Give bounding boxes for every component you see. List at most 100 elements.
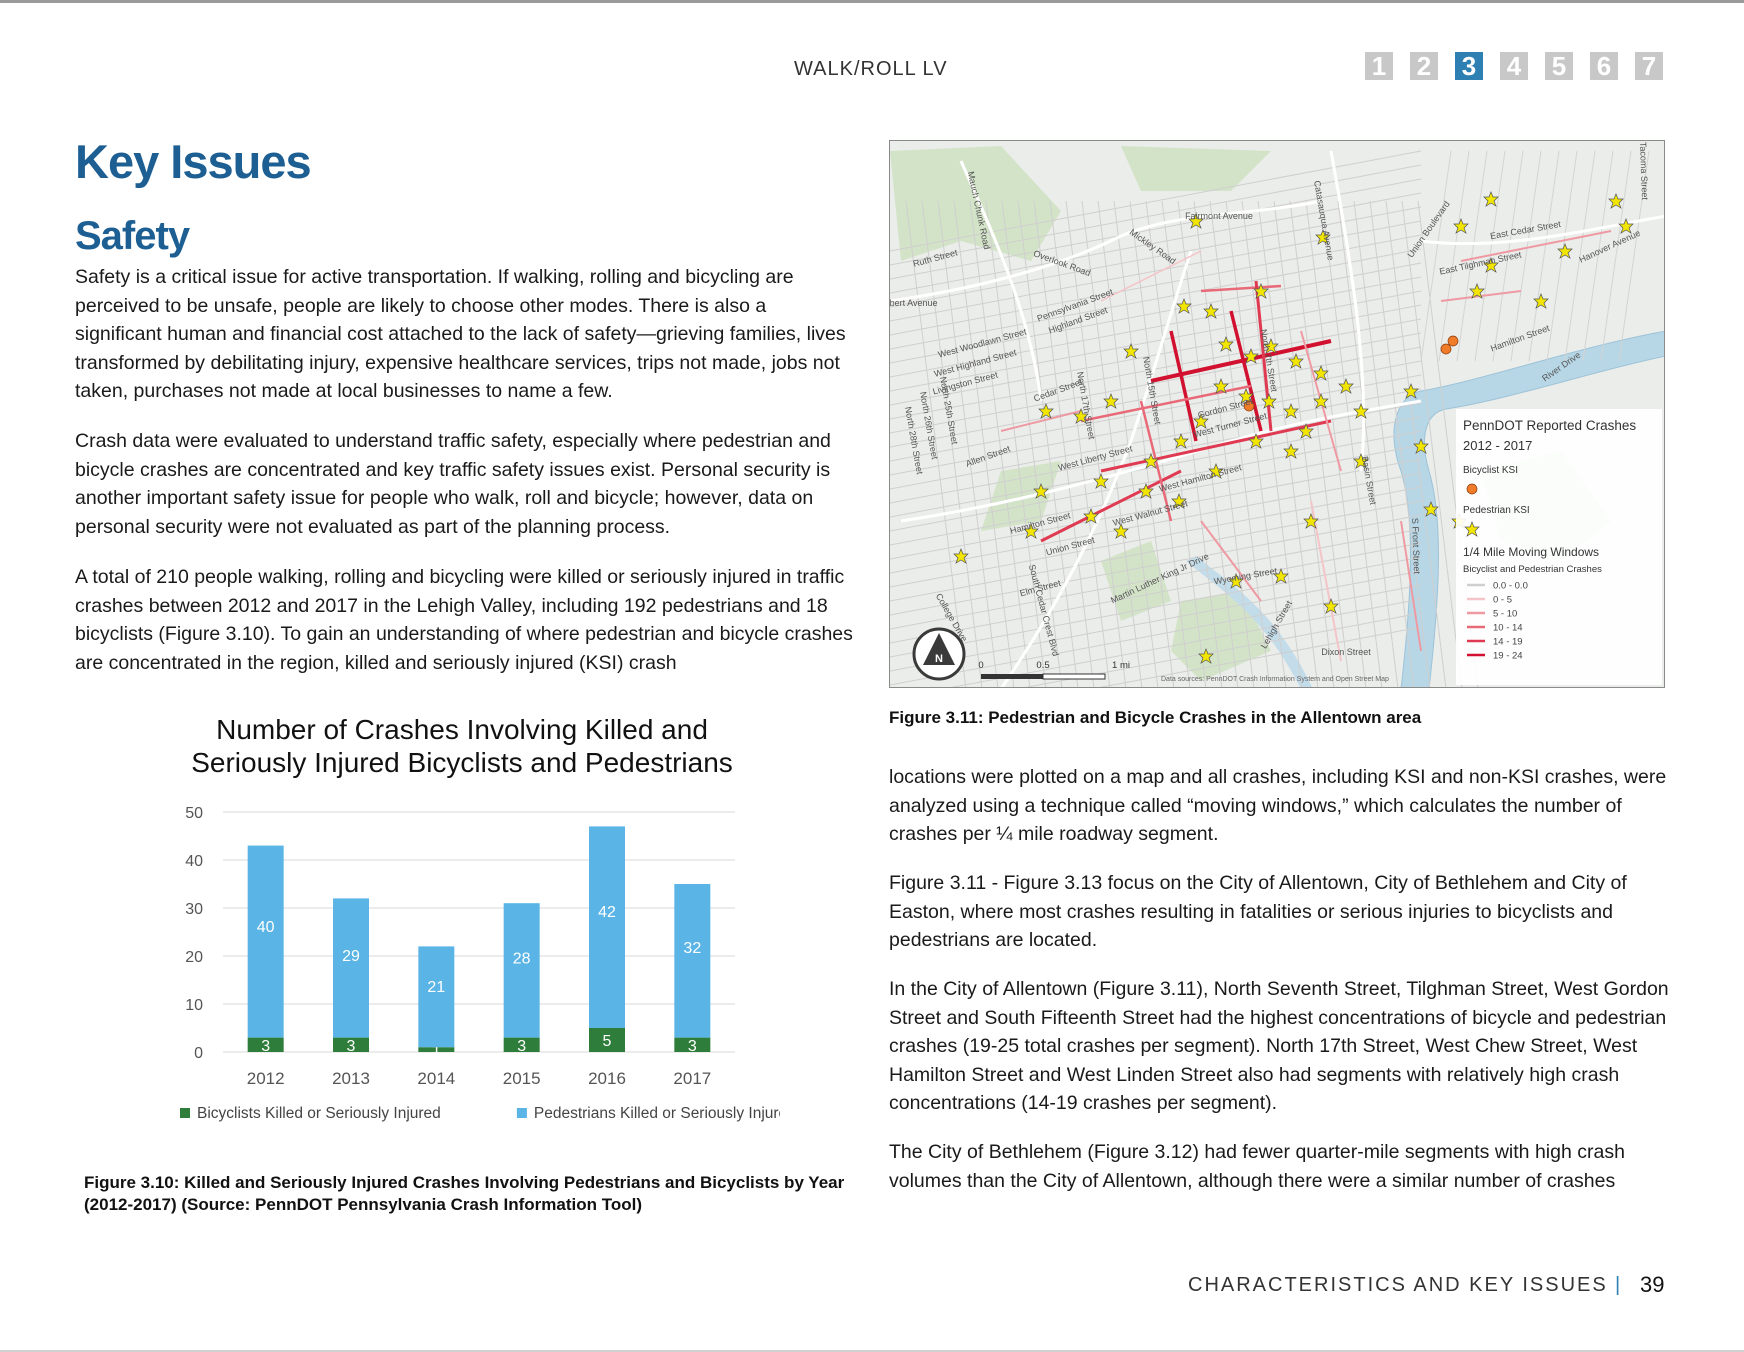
legend-swatch: [516, 1108, 527, 1118]
legend-range-label: 14 - 19: [1493, 637, 1523, 648]
pedestrian-ksi-marker: [1243, 348, 1259, 364]
pedestrian-ksi-marker: [1288, 353, 1304, 369]
pedestrian-ksi-marker: [1483, 257, 1499, 273]
pedestrian-ksi-marker: [1173, 433, 1189, 449]
street-label: S Front Street: [1410, 518, 1422, 575]
pedestrian-ksi-marker: [1093, 473, 1109, 489]
figure-3-10-caption: Figure 3.10: Killed and Seriously Injure…: [84, 1173, 845, 1214]
bar-segment: [247, 845, 284, 1038]
map-legend-windows-sub: Bicyclist and Pedestrian Crashes: [1463, 564, 1602, 575]
y-tick-label: 0: [194, 1045, 203, 1062]
north-arrow-triangle: [923, 633, 955, 665]
pedestrian-ksi-marker: [1273, 568, 1289, 584]
crash-segment: [1100, 419, 1332, 473]
bar-segment: [589, 1028, 625, 1052]
pedestrian-ksi-marker: [1023, 523, 1039, 539]
road: [1420, 214, 1664, 246]
x-tick-label: 2012: [247, 1069, 285, 1088]
street-label: Dixon Street: [1321, 647, 1371, 657]
bar-segment: [674, 1037, 711, 1052]
pedestrian-ksi-marker: [1283, 443, 1299, 459]
pedestrian-ksi-marker: [1533, 293, 1549, 309]
pedestrian-ksi-marker: [1423, 501, 1439, 517]
pedestrian-ksi-marker: [1313, 365, 1329, 381]
pedestrian-ksi-marker: [1413, 438, 1429, 454]
bar-data-label: 5: [603, 1033, 612, 1050]
pedestrian-ksi-marker: [1353, 403, 1369, 419]
pedestrian-ksi-marker: [1618, 218, 1634, 234]
scale-label: 0: [978, 660, 983, 671]
pedestrian-ksi-marker: [1176, 298, 1192, 314]
pedestrian-ksi-marker: [1188, 213, 1204, 229]
map-legend-windows-title: 1/4 Mile Moving Windows: [1463, 545, 1599, 559]
park-area: [1121, 146, 1271, 191]
paragraph-right-1: locations were plotted on a map and all …: [889, 766, 1667, 846]
chapter-tab-3[interactable]: 3: [1455, 52, 1483, 80]
crash-segment: [1100, 250, 1202, 302]
bar-segment: [589, 826, 625, 1028]
legend-label: Pedestrians Killed or Seriously Injured: [534, 1105, 780, 1122]
pedestrian-ksi-marker: [1313, 393, 1329, 409]
pedestrian-ksi-marker: [1103, 393, 1119, 409]
section-subheading: Safety: [75, 214, 190, 258]
park-area: [890, 146, 1061, 261]
bicyclist-ksi-marker: [1243, 400, 1255, 412]
scale-bar-dark: [981, 674, 1043, 679]
chapter-tab-2[interactable]: 2: [1410, 52, 1438, 80]
bar-data-label: 1: [432, 1043, 441, 1060]
pedestrian-ksi-marker: [1113, 523, 1129, 539]
crash-segment: [1169, 330, 1198, 442]
y-tick-label: 10: [185, 997, 203, 1014]
crash-segment: [1000, 410, 1082, 432]
pedestrian-ksi-marker: [1203, 303, 1219, 319]
pedestrian-ksi-marker: [1303, 513, 1319, 529]
pedestrian-ksi-marker: [1073, 408, 1089, 424]
pedestrian-ksi-marker: [1608, 193, 1624, 209]
chapter-tab-5[interactable]: 5: [1545, 52, 1573, 80]
pedestrian-ksi-marker: [953, 548, 969, 564]
bar-data-label: 40: [257, 919, 275, 936]
pedestrian-ksi-marker: [1038, 403, 1054, 419]
y-tick-label: 20: [185, 949, 203, 966]
chapter-tab-7[interactable]: 7: [1635, 52, 1663, 80]
pedestrian-ksi-marker: [1557, 243, 1573, 259]
bar-data-label: 32: [683, 940, 701, 957]
pedestrian-ksi-marker: [1469, 283, 1485, 299]
y-tick-label: 30: [185, 901, 203, 918]
chapter-tab-6[interactable]: 6: [1590, 52, 1618, 80]
street-label: Fairmont Avenue: [1185, 211, 1253, 221]
ksi-bar-chart: 0 10 20 30 40 50 3 40 2012 3 29 2013 1 21 2014 3 28 2015 5…: [180, 805, 780, 1122]
bar-segment: [503, 903, 540, 1038]
legend-pedestrian-symbol: [1464, 521, 1480, 537]
road: [1000, 250, 1193, 687]
pedestrian-ksi-marker: [1208, 463, 1224, 479]
pedestrian-ksi-marker: [1213, 378, 1229, 394]
pedestrian-ksi-marker: [1338, 378, 1354, 394]
pedestrian-ksi-marker: [1298, 423, 1314, 439]
bar-segment: [333, 898, 369, 1038]
crash-segment: [1254, 280, 1273, 432]
chapter-tab-1[interactable]: 1: [1365, 52, 1393, 80]
bicyclist-ksi-marker: [1440, 343, 1452, 355]
x-tick-label: 2016: [588, 1069, 626, 1088]
x-tick-label: 2013: [332, 1069, 370, 1088]
pedestrian-ksi-marker: [1171, 493, 1187, 509]
street-label: Walbert Avenue: [890, 298, 938, 308]
figure-3-11-caption: Figure 3.11: Pedestrian and Bicycle Cras…: [889, 708, 1422, 727]
chapter-tab-4[interactable]: 4: [1500, 52, 1528, 80]
map-legend: PennDOT Reported Crashes 2012 - 2017 Bicyc…: [1456, 409, 1662, 685]
map-source: Data sources: PennDOT Crash Information …: [1161, 676, 1389, 683]
pedestrian-ksi-marker: [1228, 573, 1244, 589]
pedestrian-ksi-marker: [1283, 403, 1299, 419]
pedestrian-ksi-marker: [1193, 413, 1209, 429]
footer-separator: |: [1615, 1274, 1621, 1296]
paragraph-right-3: In the City of Allentown (Figure 3.11), …: [889, 978, 1669, 1115]
bicyclist-ksi-marker: [1447, 335, 1459, 347]
x-tick-label: 2015: [503, 1069, 541, 1088]
bar-segment: [674, 884, 711, 1038]
pedestrian-ksi-marker: [1143, 453, 1159, 469]
pedestrian-ksi-marker: [1123, 343, 1139, 359]
bar-data-label: 29: [342, 948, 360, 965]
park-area: [1101, 541, 1171, 621]
